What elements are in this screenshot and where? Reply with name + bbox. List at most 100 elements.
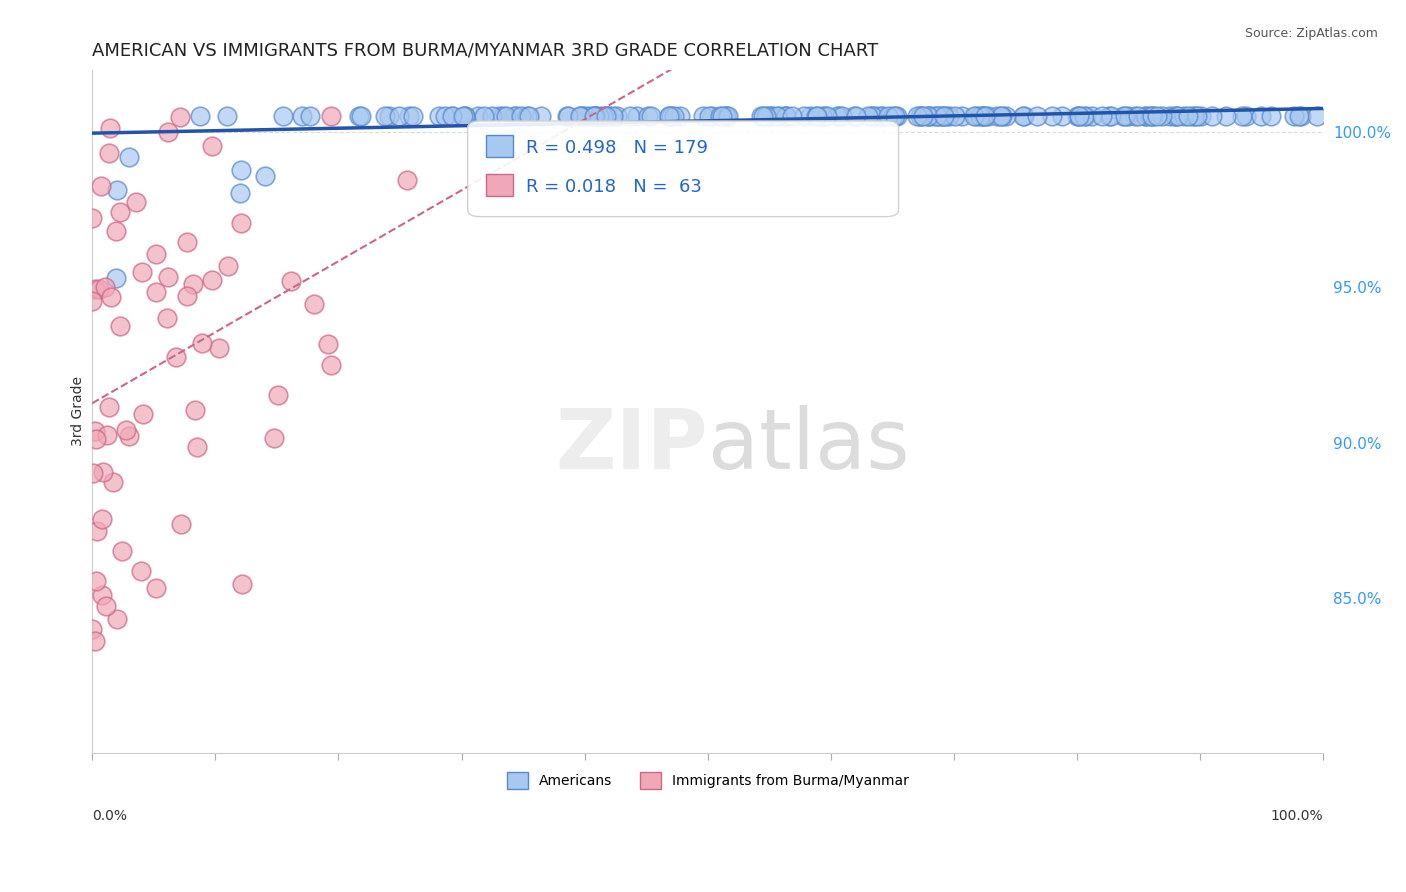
Point: [91, 512, 114, 526]
Point: [273, 109, 295, 123]
Point: [596, 109, 619, 123]
Point: [1177, 109, 1199, 123]
Point: [842, 109, 865, 123]
Point: [860, 109, 883, 123]
Point: [118, 429, 141, 443]
Point: [759, 109, 782, 123]
Point: [503, 109, 526, 123]
FancyBboxPatch shape: [486, 174, 513, 196]
Point: [994, 109, 1017, 123]
Point: [347, 109, 370, 123]
Point: [94, 280, 117, 294]
Point: [831, 109, 853, 123]
Point: [711, 109, 734, 123]
Point: [321, 109, 343, 123]
FancyBboxPatch shape: [468, 121, 898, 217]
Point: [700, 109, 723, 123]
Point: [82, 211, 104, 225]
Point: [170, 517, 193, 532]
Point: [302, 297, 325, 311]
Point: [145, 247, 167, 261]
Point: [298, 109, 321, 123]
Point: [495, 109, 517, 123]
Point: [697, 109, 720, 123]
Point: [1091, 109, 1114, 123]
Point: [963, 109, 986, 123]
Point: [917, 109, 939, 123]
Point: [1250, 109, 1272, 123]
Point: [350, 109, 373, 123]
Point: [588, 109, 610, 123]
Point: [509, 109, 531, 123]
Point: [579, 109, 602, 123]
Point: [583, 109, 606, 123]
Point: [598, 109, 620, 123]
Point: [1139, 109, 1161, 123]
Point: [1215, 109, 1237, 123]
Point: [229, 186, 252, 200]
Point: [208, 341, 231, 355]
Point: [950, 109, 973, 123]
Point: [756, 109, 779, 123]
Point: [253, 169, 276, 183]
Point: [176, 289, 198, 303]
Point: [145, 581, 167, 595]
Point: [976, 109, 998, 123]
Point: [291, 109, 314, 123]
Point: [827, 109, 849, 123]
Point: [1288, 109, 1310, 123]
Point: [1167, 109, 1189, 123]
Point: [640, 109, 662, 123]
Point: [398, 109, 420, 123]
Point: [1201, 109, 1223, 123]
Point: [927, 109, 949, 123]
Point: [1163, 109, 1185, 123]
Text: AMERICAN VS IMMIGRANTS FROM BURMA/MYANMAR 3RD GRADE CORRELATION CHART: AMERICAN VS IMMIGRANTS FROM BURMA/MYANMA…: [93, 42, 879, 60]
Point: [111, 544, 134, 558]
Point: [752, 109, 775, 123]
Point: [583, 109, 606, 123]
Point: [1230, 109, 1253, 123]
Point: [516, 109, 538, 123]
Point: [870, 109, 893, 123]
Point: [882, 109, 904, 123]
Point: [1069, 109, 1091, 123]
Point: [877, 109, 900, 123]
Point: [169, 110, 191, 124]
Point: [583, 109, 606, 123]
Point: [96, 428, 118, 442]
Point: [280, 274, 302, 288]
Point: [267, 388, 290, 402]
Text: ZIP: ZIP: [555, 405, 707, 486]
Point: [378, 109, 401, 123]
Point: [555, 109, 578, 123]
Point: [1140, 109, 1163, 123]
Point: [1234, 109, 1257, 123]
Point: [1305, 109, 1327, 123]
Text: Source: ZipAtlas.com: Source: ZipAtlas.com: [1244, 27, 1378, 40]
Point: [82, 622, 104, 636]
Point: [104, 271, 127, 285]
Point: [1040, 109, 1063, 123]
Point: [845, 109, 868, 123]
Point: [1069, 109, 1091, 123]
Point: [156, 311, 179, 326]
Point: [86, 524, 108, 538]
Point: [860, 109, 883, 123]
Point: [938, 109, 960, 123]
Point: [84, 282, 107, 296]
Point: [717, 109, 740, 123]
Point: [990, 109, 1012, 123]
Point: [692, 109, 714, 123]
Point: [814, 109, 837, 123]
Point: [1111, 109, 1133, 123]
Point: [82, 466, 104, 480]
Point: [658, 109, 681, 123]
Point: [1282, 109, 1305, 123]
Point: [530, 109, 553, 123]
Point: [991, 109, 1014, 123]
Point: [793, 109, 815, 123]
Point: [481, 109, 503, 123]
Point: [1260, 109, 1282, 123]
Point: [186, 441, 208, 455]
